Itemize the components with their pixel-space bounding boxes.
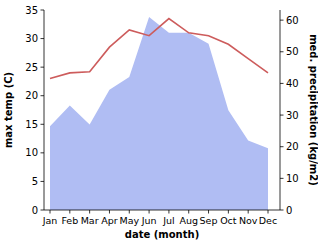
x-axis <box>44 210 280 211</box>
x-tick-label: Apr <box>101 215 118 226</box>
x-tick-label: Jan <box>42 215 58 226</box>
y2-tick <box>280 178 284 179</box>
y2-tick <box>280 210 284 211</box>
y2-tick-label: 40 <box>286 78 299 89</box>
y-tick <box>41 210 45 211</box>
x-tick <box>109 210 110 214</box>
y2-tick <box>280 146 284 147</box>
x-tick-label: May <box>119 215 139 226</box>
chart: 0 5 10 15 20 25 30 35 0 10 20 30 40 50 60 JanFebMarAprM… <box>0 0 318 247</box>
x-tick <box>188 210 189 214</box>
y2-tick-label: 0 <box>286 205 292 216</box>
y-axis-label: max temp (C) <box>3 72 14 148</box>
y2-tick <box>280 51 284 52</box>
y-tick <box>41 181 45 182</box>
y-tick-label: 0 <box>32 205 38 216</box>
x-tick-label: Mar <box>81 215 99 226</box>
y2-tick <box>280 115 284 116</box>
plot-area <box>50 17 268 210</box>
y-tick-label: 5 <box>32 176 38 187</box>
x-tick-label: Oct <box>220 215 237 226</box>
x-tick-label: Nov <box>239 215 258 226</box>
x-tick-label: Feb <box>61 215 78 226</box>
y-tick-label: 30 <box>25 33 38 44</box>
x-tick <box>168 210 169 214</box>
y-tick-label: 35 <box>25 5 38 16</box>
y2-tick-label: 60 <box>286 15 299 26</box>
precipitation-area <box>50 17 268 210</box>
y-tick-label: 15 <box>25 119 38 130</box>
y-tick <box>41 67 45 68</box>
y2-tick-label: 20 <box>286 141 299 152</box>
x-tick-label: Sep <box>200 215 218 226</box>
x-tick-label: Dec <box>259 215 277 226</box>
temperature-line <box>50 19 268 79</box>
y2-tick <box>280 20 284 21</box>
x-tick <box>129 210 130 214</box>
x-tick <box>50 210 51 214</box>
x-tick-label: Jul <box>162 215 174 226</box>
y-tick <box>41 124 45 125</box>
y-tick <box>41 38 45 39</box>
x-axis-label: date (month) <box>125 229 199 240</box>
x-tick <box>228 210 229 214</box>
y-tick <box>41 10 45 11</box>
x-tick-label: Jun <box>141 215 157 226</box>
y2-tick-label: 30 <box>286 110 299 121</box>
y2-tick-label: 10 <box>286 173 299 184</box>
y-tick-label: 20 <box>25 90 38 101</box>
y2-axis-label: med. precipitation (kg/m2) <box>308 34 318 186</box>
x-tick <box>89 210 90 214</box>
x-tick <box>208 210 209 214</box>
y-tick-label: 25 <box>25 62 38 73</box>
x-tick-label: Aug <box>179 215 198 226</box>
x-tick <box>248 210 249 214</box>
x-tick <box>149 210 150 214</box>
y2-axis <box>280 10 281 210</box>
y-axis <box>44 10 45 210</box>
x-tick <box>268 210 269 214</box>
y2-tick-label: 50 <box>286 46 299 57</box>
y2-tick <box>280 83 284 84</box>
y-tick-label: 10 <box>25 147 38 158</box>
x-tick <box>69 210 70 214</box>
y-tick <box>41 152 45 153</box>
y-tick <box>41 95 45 96</box>
